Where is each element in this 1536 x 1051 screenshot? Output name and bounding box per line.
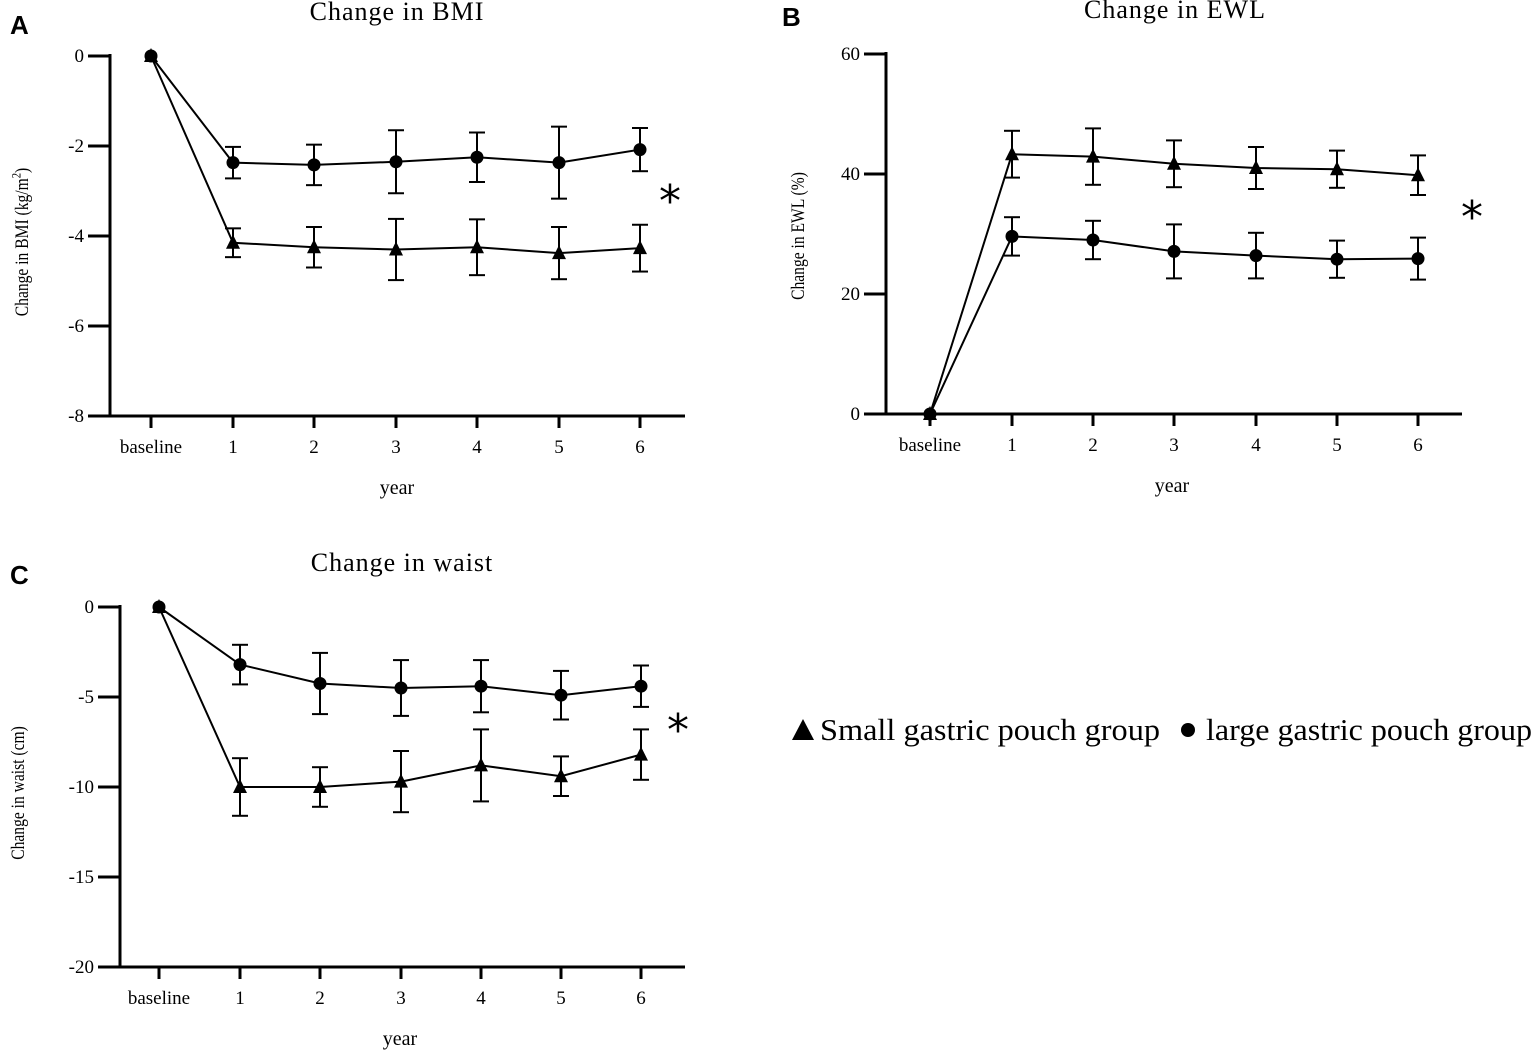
data-point-large-pouch-waist bbox=[313, 677, 327, 690]
y-tick-label-ewl: 20 bbox=[841, 284, 860, 305]
y-tick-label-waist: -15 bbox=[69, 867, 94, 888]
data-point-large-pouch-ewl bbox=[1086, 233, 1100, 247]
data-point-large-pouch-waist bbox=[394, 681, 408, 695]
data-point-large-pouch-ewl bbox=[923, 407, 937, 421]
panel-letter-c: C bbox=[10, 560, 29, 590]
panel-b: B Change in EWL year Change in EWL (%) *… bbox=[782, 0, 1483, 497]
x-axis-label-ewl: year bbox=[1155, 475, 1190, 497]
x-tick-label-waist: 4 bbox=[476, 988, 486, 1009]
y-tick-label-bmi: 0 bbox=[75, 46, 85, 67]
data-point-small-pouch-ewl bbox=[1167, 155, 1181, 170]
chart-title-ewl: Change in EWL bbox=[1084, 0, 1266, 24]
x-tick-label-ewl: 3 bbox=[1169, 435, 1179, 456]
y-tick-label-ewl: 40 bbox=[841, 164, 860, 185]
panel-letter-a: A bbox=[10, 10, 29, 40]
data-point-small-pouch-bmi bbox=[552, 245, 566, 260]
data-point-small-pouch-waist bbox=[474, 757, 488, 772]
significance-marker-ewl: * bbox=[1461, 192, 1483, 243]
data-point-large-pouch-waist bbox=[634, 679, 648, 693]
legend-label-large-pouch: large gastric pouch group bbox=[1206, 712, 1532, 747]
x-tick-label-bmi: 4 bbox=[472, 437, 482, 458]
data-point-large-pouch-waist bbox=[554, 688, 568, 702]
data-point-large-pouch-bmi bbox=[144, 49, 158, 63]
significance-marker-waist: * bbox=[667, 705, 689, 756]
x-tick-label-ewl: 2 bbox=[1088, 435, 1098, 456]
data-point-small-pouch-bmi bbox=[226, 234, 240, 249]
y-tick-label-waist: -20 bbox=[69, 957, 94, 978]
y-tick-label-waist: -10 bbox=[69, 777, 94, 798]
data-point-large-pouch-ewl bbox=[1249, 249, 1263, 263]
x-tick-label-bmi: 1 bbox=[228, 437, 238, 458]
panel-c: C Change in waist year Change in waist (… bbox=[8, 548, 689, 1050]
legend: Small gastric pouch group large gastric … bbox=[792, 712, 1532, 747]
y-tick-label-bmi: -6 bbox=[68, 316, 84, 337]
x-tick-label-bmi: baseline bbox=[120, 437, 182, 458]
chart-title-waist: Change in waist bbox=[311, 548, 494, 577]
data-point-small-pouch-ewl bbox=[1249, 160, 1263, 174]
x-tick-label-waist: 3 bbox=[396, 988, 406, 1009]
y-tick-label-bmi: -8 bbox=[68, 406, 84, 427]
x-axis-label-waist: year bbox=[383, 1028, 418, 1050]
y-tick-label-bmi: -2 bbox=[68, 136, 84, 157]
x-tick-label-ewl: 1 bbox=[1007, 435, 1017, 456]
data-point-small-pouch-ewl bbox=[1086, 148, 1100, 163]
data-point-small-pouch-bmi bbox=[470, 239, 484, 254]
x-axis-label-bmi: year bbox=[380, 477, 415, 499]
panel-letter-b: B bbox=[782, 2, 801, 32]
data-point-small-pouch-waist bbox=[554, 768, 568, 783]
data-point-large-pouch-waist bbox=[152, 600, 166, 614]
data-point-small-pouch-waist bbox=[394, 773, 408, 788]
x-tick-label-ewl: baseline bbox=[899, 435, 961, 456]
data-point-small-pouch-ewl bbox=[1411, 167, 1425, 182]
y-tick-label-waist: 0 bbox=[85, 597, 95, 618]
y-axis-label-bmi: Change in BMI (kg/m2) bbox=[8, 168, 32, 317]
x-tick-label-bmi: 6 bbox=[635, 437, 645, 458]
data-point-small-pouch-ewl bbox=[1330, 161, 1344, 176]
x-tick-label-bmi: 2 bbox=[309, 437, 319, 458]
data-point-small-pouch-bmi bbox=[633, 240, 647, 255]
legend-circle-marker bbox=[1181, 723, 1195, 737]
y-axis-label-waist: Change in waist (cm) bbox=[8, 726, 29, 860]
x-tick-label-waist: 2 bbox=[315, 988, 325, 1009]
x-tick-label-bmi: 3 bbox=[391, 437, 401, 458]
series-line-small-pouch-ewl bbox=[929, 153, 1419, 415]
data-point-large-pouch-bmi bbox=[307, 158, 321, 172]
data-point-large-pouch-bmi bbox=[389, 155, 403, 169]
legend-label-small-pouch: Small gastric pouch group bbox=[820, 712, 1160, 747]
data-point-large-pouch-ewl bbox=[1005, 229, 1019, 243]
data-point-small-pouch-bmi bbox=[389, 241, 403, 256]
chart-title-bmi: Change in BMI bbox=[310, 0, 485, 26]
data-point-large-pouch-ewl bbox=[1411, 252, 1425, 266]
x-tick-label-ewl: 5 bbox=[1332, 435, 1342, 456]
data-point-large-pouch-ewl bbox=[1167, 244, 1181, 258]
data-point-large-pouch-bmi bbox=[226, 156, 240, 170]
data-point-large-pouch-waist bbox=[233, 658, 247, 672]
data-point-large-pouch-bmi bbox=[633, 143, 647, 157]
x-tick-label-bmi: 5 bbox=[554, 437, 564, 458]
data-point-large-pouch-waist bbox=[474, 679, 488, 693]
data-point-large-pouch-bmi bbox=[552, 156, 566, 170]
data-point-large-pouch-bmi bbox=[470, 150, 484, 164]
data-point-small-pouch-ewl bbox=[1005, 146, 1019, 161]
y-tick-label-waist: -5 bbox=[78, 687, 94, 708]
y-tick-label-bmi: -4 bbox=[68, 226, 84, 247]
x-tick-label-waist: 6 bbox=[636, 988, 646, 1009]
panel-a: A Change in BMI year Change in BMI (kg/m… bbox=[8, 0, 685, 499]
y-tick-label-ewl: 60 bbox=[841, 44, 860, 65]
x-tick-label-waist: 5 bbox=[556, 988, 566, 1009]
y-axis-label-ewl: Change in EWL (%) bbox=[788, 172, 809, 300]
y-tick-label-ewl: 0 bbox=[851, 404, 861, 425]
data-point-large-pouch-ewl bbox=[1330, 252, 1344, 266]
significance-marker-bmi: * bbox=[659, 176, 681, 227]
data-point-small-pouch-waist bbox=[313, 779, 327, 793]
x-tick-label-ewl: 4 bbox=[1251, 435, 1261, 456]
legend-triangle-marker bbox=[792, 719, 814, 740]
data-point-small-pouch-bmi bbox=[307, 239, 321, 254]
data-point-small-pouch-waist bbox=[634, 746, 648, 761]
data-point-small-pouch-waist bbox=[233, 779, 247, 793]
x-tick-label-ewl: 6 bbox=[1413, 435, 1423, 456]
x-tick-label-waist: 1 bbox=[235, 988, 245, 1009]
x-tick-label-waist: baseline bbox=[128, 988, 190, 1009]
